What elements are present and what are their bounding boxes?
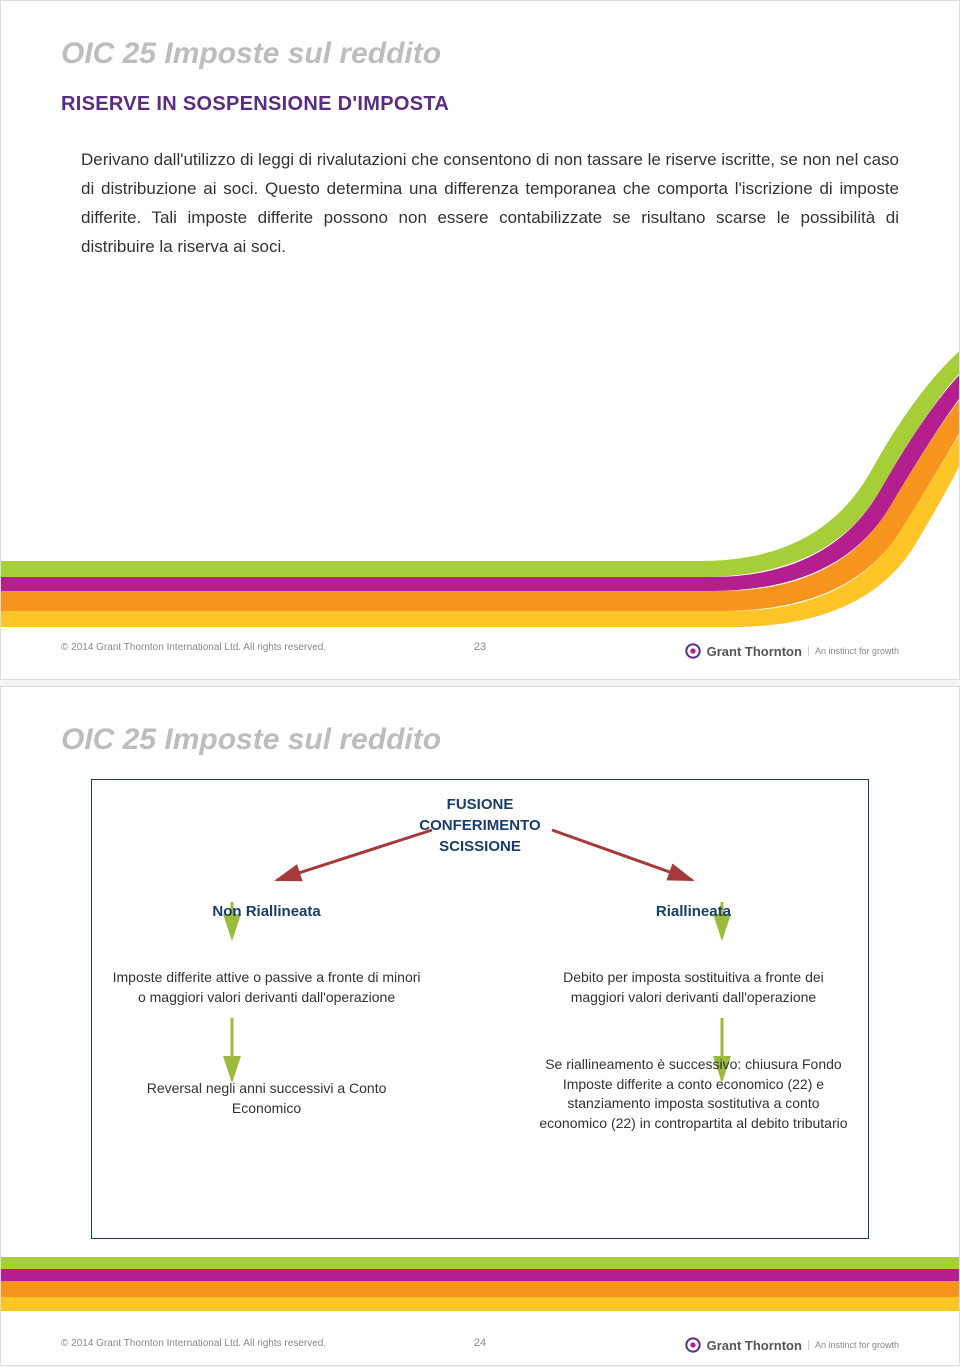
brand: Grant Thornton An instinct for growth <box>685 1337 899 1353</box>
left-text-2: Reversal negli anni successivi a Conto E… <box>112 1079 421 1118</box>
copyright: © 2014 Grant Thornton International Ltd.… <box>61 1338 326 1349</box>
top-label-3: SCISSIONE <box>112 836 848 857</box>
diagram-col-left: Non Riallineata Imposte differite attive… <box>112 867 421 1247</box>
brand-tagline: An instinct for growth <box>808 646 899 656</box>
brand-name: Grant Thornton <box>707 1338 802 1353</box>
brand: Grant Thornton An instinct for growth <box>685 643 899 659</box>
left-text-1: Imposte differite attive o passive a fro… <box>112 968 421 1007</box>
slide-number: 24 <box>474 1337 486 1349</box>
body-paragraph: Derivano dall'utilizzo di leggi di rival… <box>61 146 899 262</box>
stripe-decor <box>1 1257 960 1317</box>
top-label-2: CONFERIMENTO <box>112 815 848 836</box>
right-text-2: Se riallineamento è successivo: chiusura… <box>539 1055 848 1133</box>
copyright: © 2014 Grant Thornton International Ltd.… <box>61 642 326 653</box>
left-label: Non Riallineata <box>212 903 320 920</box>
slide-title: OIC 25 Imposte sul reddito <box>61 723 899 757</box>
brand-logo-icon <box>685 643 701 659</box>
slide-1: OIC 25 Imposte sul reddito RISERVE IN SO… <box>0 0 960 680</box>
slide-number: 23 <box>474 641 486 653</box>
diagram-col-right: Riallineata Debito per imposta sostituit… <box>539 867 848 1247</box>
right-text-1: Debito per imposta sostituitiva a fronte… <box>539 968 848 1007</box>
top-label-1: FUSIONE <box>112 794 848 815</box>
slide-title: OIC 25 Imposte sul reddito <box>61 37 899 71</box>
brand-logo-icon <box>685 1337 701 1353</box>
brand-tagline: An instinct for growth <box>808 1340 899 1350</box>
diagram: FUSIONE CONFERIMENTO SCISSIONE <box>91 779 869 1239</box>
slide-2: OIC 25 Imposte sul reddito FUSIONE CONFE… <box>0 686 960 1366</box>
section-heading: RISERVE IN SOSPENSIONE D'IMPOSTA <box>61 93 899 116</box>
brand-name: Grant Thornton <box>707 644 802 659</box>
diagram-top: FUSIONE CONFERIMENTO SCISSIONE <box>112 794 848 857</box>
right-label: Riallineata <box>656 903 731 920</box>
